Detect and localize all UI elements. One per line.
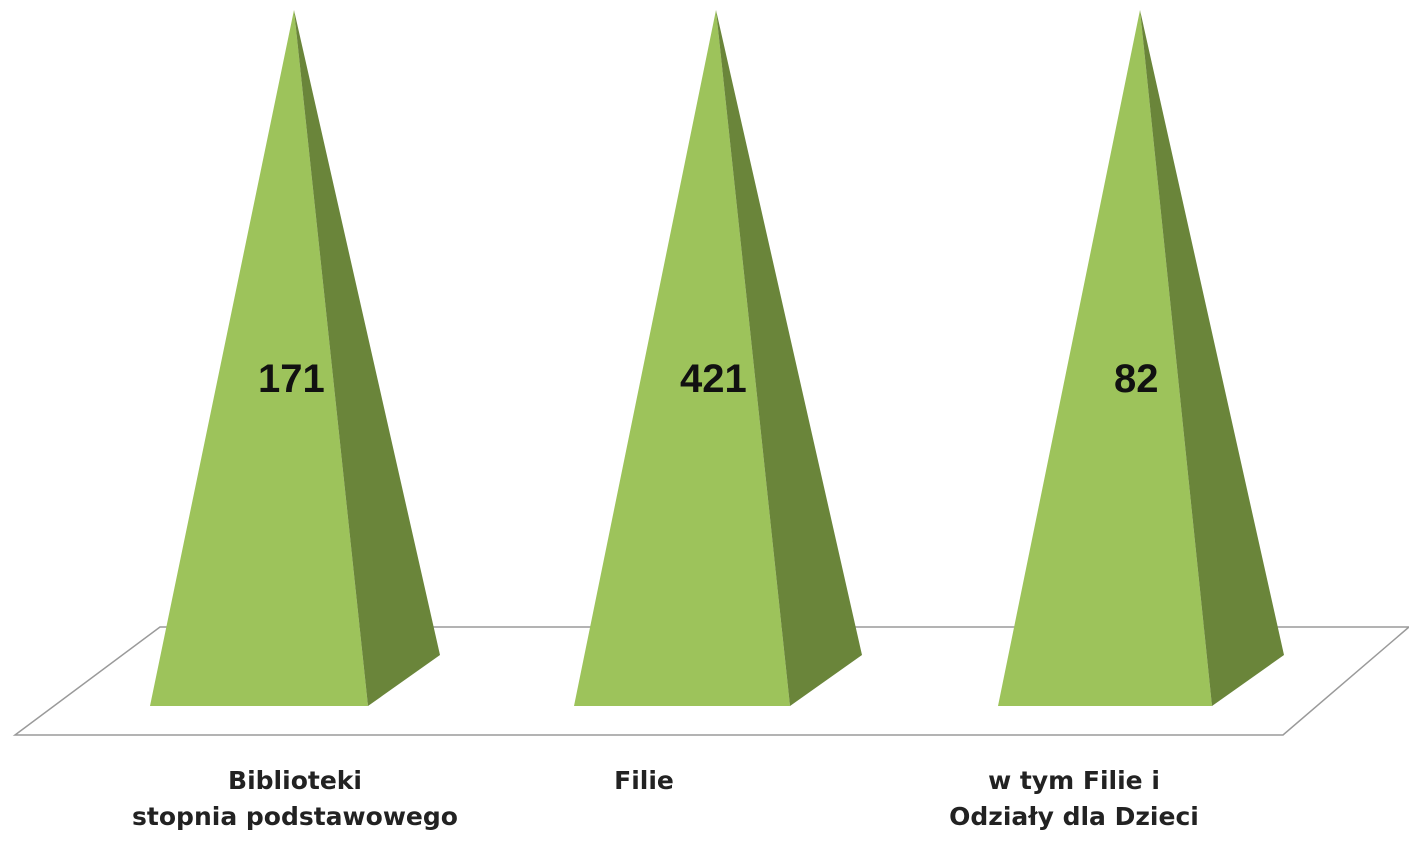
category-label-2-line-2: Odziały dla Dzieci xyxy=(949,802,1199,831)
category-label-0: Biblioteki stopnia podstawowego xyxy=(115,763,475,835)
category-label-0-line-1: Biblioteki xyxy=(228,766,362,795)
pyramid-side-face-0 xyxy=(294,10,440,706)
category-label-2-line-1: w tym Filie i xyxy=(988,766,1160,795)
category-label-1-line-1: Filie xyxy=(614,766,674,795)
data-label-0: 171 xyxy=(258,357,325,401)
pyramid-series: 171 421 82 xyxy=(150,10,1284,706)
pyramid-side-face-2 xyxy=(1140,10,1284,706)
pyramid-front-face-0 xyxy=(150,10,368,706)
data-label-1: 421 xyxy=(680,357,747,401)
pyramid-front-face-1 xyxy=(574,10,790,706)
data-label-2: 82 xyxy=(1114,357,1159,401)
category-label-0-line-2: stopnia podstawowego xyxy=(132,802,458,831)
pyramid-front-face-2 xyxy=(998,10,1212,706)
category-label-1: Filie xyxy=(464,763,824,799)
category-label-2: w tym Filie i Odziały dla Dzieci xyxy=(894,763,1254,835)
pyramid-side-face-1 xyxy=(716,10,862,706)
